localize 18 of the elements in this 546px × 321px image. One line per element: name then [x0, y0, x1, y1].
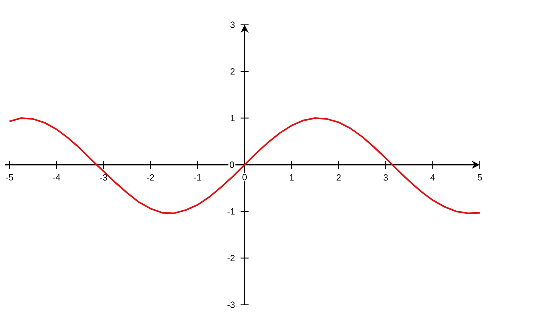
y-tick-label: -3: [228, 302, 235, 308]
x-tick-label: -1: [194, 174, 202, 181]
x-tick-label: 5: [478, 174, 482, 181]
x-tick-label: 0: [242, 174, 248, 181]
y-tick-label: -1: [228, 208, 235, 215]
x-tick-label: -2: [147, 174, 154, 181]
x-tick-label: 1: [290, 174, 294, 181]
x-tick-label: 3: [384, 174, 388, 181]
x-tick-label: -5: [6, 174, 14, 181]
x-tick-label: -3: [100, 174, 108, 181]
y-tick-label: 1: [231, 115, 235, 122]
y-tick-label: 2: [230, 68, 235, 75]
y-tick-label: -2: [228, 255, 235, 262]
x-tick-label: -4: [53, 174, 60, 181]
y-tick-label: 0: [230, 162, 234, 168]
y-tick-label: 3: [230, 22, 235, 28]
x-tick-label: 4: [430, 174, 436, 181]
x-tick-label: 2: [336, 174, 341, 181]
